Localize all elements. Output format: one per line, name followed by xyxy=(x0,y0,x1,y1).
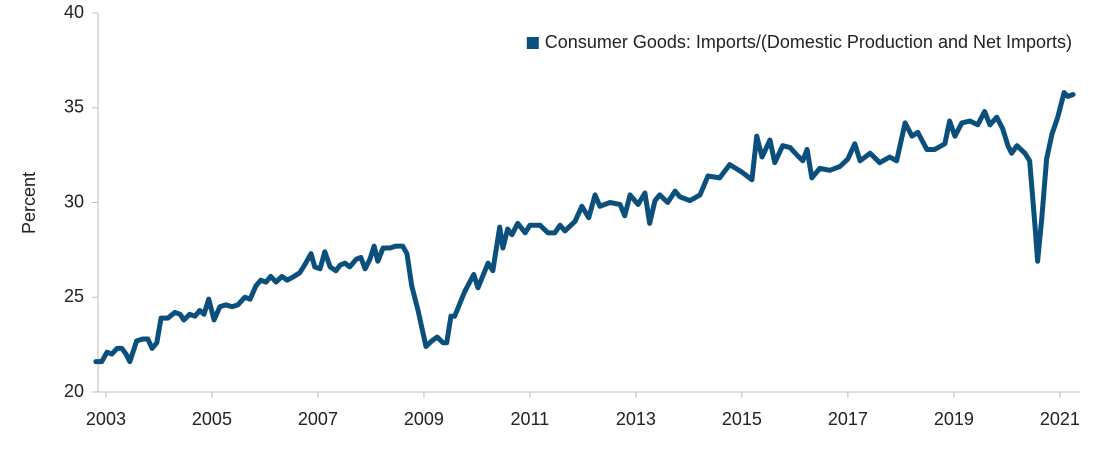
y-tick-label: 35 xyxy=(64,97,84,117)
x-tick-label: 2017 xyxy=(828,409,868,429)
x-tick-label: 2019 xyxy=(934,409,974,429)
y-tick-label: 30 xyxy=(64,191,84,211)
x-tick-label: 2003 xyxy=(86,409,126,429)
x-tick-label: 2005 xyxy=(192,409,232,429)
y-tick-label: 20 xyxy=(64,381,84,401)
y-tick-label: 25 xyxy=(64,286,84,306)
x-tick-label: 2007 xyxy=(298,409,338,429)
x-tick-label: 2009 xyxy=(404,409,444,429)
legend-swatch xyxy=(526,37,539,49)
x-tick-label: 2013 xyxy=(616,409,656,429)
legend-label: Consumer Goods: Imports/(Domestic Produc… xyxy=(545,32,1072,52)
x-tick-label: 2011 xyxy=(511,409,550,429)
x-tick-label: 2021 xyxy=(1040,409,1080,429)
data-line xyxy=(93,90,1076,365)
x-tick-label: 2015 xyxy=(722,409,762,429)
y-axis-label: Percent xyxy=(19,172,39,234)
y-tick-label: 40 xyxy=(64,2,84,22)
